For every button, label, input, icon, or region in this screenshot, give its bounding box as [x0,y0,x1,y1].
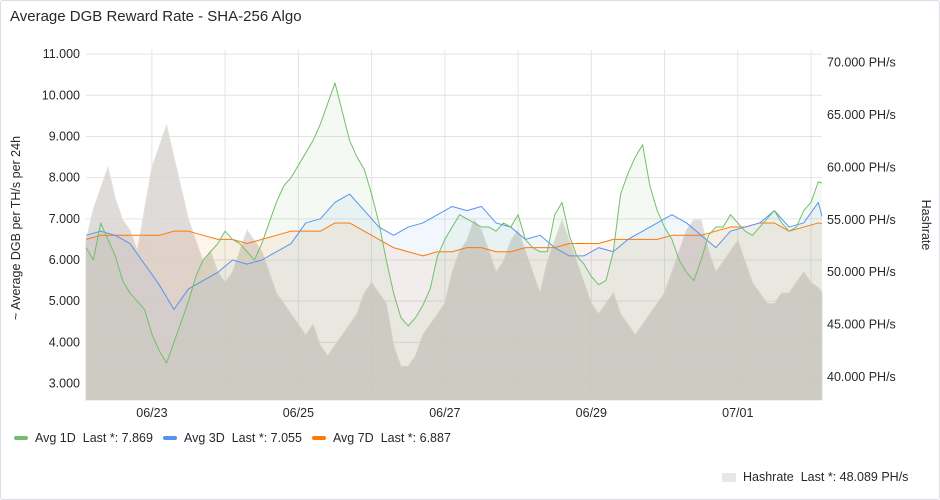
y-tick-label: 6.000 [49,253,80,267]
legend-last-avg3d: Last *: 7.055 [231,431,302,445]
legend-item-avg1d[interactable]: Avg 1D Last *: 7.869 [14,431,153,445]
y-tick-label: 3.000 [49,377,80,391]
legend-label-hashrate: Hashrate [743,470,794,484]
y2-tick-label: 70.000 PH/s [827,56,896,70]
y2-tick-label: 65.000 PH/s [827,108,896,122]
legend-swatch-avg7d [311,436,326,440]
series-area-hashrate [85,123,823,401]
legend-top: Avg 1D Last *: 7.869 Avg 3D Last *: 7.05… [14,431,461,445]
legend-label-avg7d: Avg 7D [332,431,374,445]
legend-label-avg1d: Avg 1D [35,431,76,445]
legend-item-avg7d[interactable]: Avg 7D Last *: 6.887 [311,431,451,445]
legend-last-avg7d: Last *: 6.887 [380,431,451,445]
panel-title: Average DGB Reward Rate - SHA-256 Algo [10,8,302,25]
y2-tick-label: 40.000 PH/s [827,370,896,384]
legend-bottom: Hashrate Last *: 48.089 PH/s [722,470,908,484]
series-area-avg1d [86,82,822,401]
y-tick-label: 4.000 [49,335,80,349]
y2-tick-label: 60.000 PH/s [827,160,896,174]
y2-axis-title: Hashrate [919,200,933,251]
x-tick-label: 06/27 [429,406,460,420]
y2-tick-label: 55.000 PH/s [827,213,896,227]
legend-last-hashrate: Last *: 48.089 PH/s [800,470,909,484]
y-tick-label: 5.000 [49,294,80,308]
legend-swatch-hashrate [722,472,736,482]
x-tick-label: 06/25 [283,406,314,420]
y2-tick-label: 50.000 PH/s [827,265,896,279]
legend-swatch-avg1d [14,436,28,440]
series-area-avg7d [86,222,822,400]
y-axis-title: ~ Average DGB per TH/s per 24h [9,136,23,320]
legend-item-avg3d[interactable]: Avg 3D Last *: 7.055 [162,431,302,445]
y-tick-label: 8.000 [49,171,80,185]
legend-swatch-avg3d [162,436,177,440]
series-line-avg1d [85,82,823,364]
y-tick-label: 9.000 [49,129,80,143]
legend-last-avg1d: Last *: 7.869 [82,431,153,445]
x-tick-label: 07/01 [722,406,753,420]
y-tick-label: 10.000 [42,88,80,102]
legend-item-hashrate[interactable]: Hashrate Last *: 48.089 PH/s [722,470,908,484]
y2-tick-label: 45.000 PH/s [827,318,896,332]
x-tick-label: 06/23 [136,406,167,420]
series-line-avg7d [85,222,823,257]
y-tick-label: 7.000 [49,212,80,226]
series-line-avg3d [85,193,823,310]
legend-label-avg3d: Avg 3D [183,431,225,445]
series-area-avg3d [86,194,822,400]
y-tick-label: 11.000 [43,47,80,61]
x-tick-label: 06/29 [576,406,607,420]
